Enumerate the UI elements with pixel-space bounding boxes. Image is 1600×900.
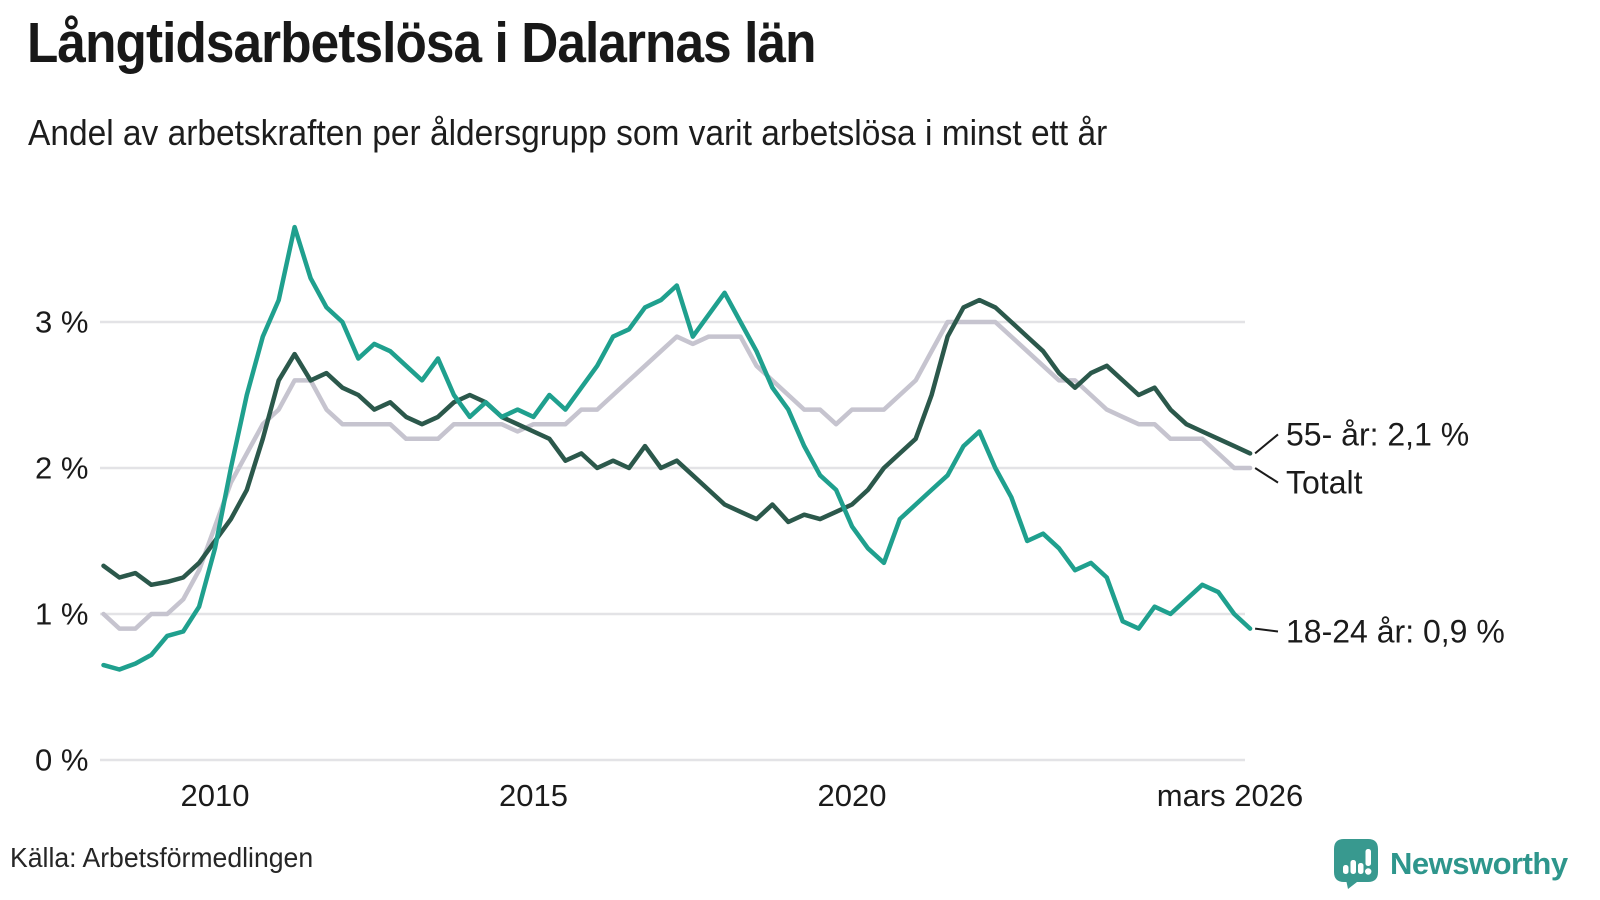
x-tick-label-2020: 2020: [818, 778, 887, 813]
x-tick-label-2015: 2015: [499, 778, 568, 813]
page-title: Långtidsarbetslösa i Dalarnas län: [27, 11, 816, 75]
x-tick-label-mars-2026: mars 2026: [1157, 778, 1303, 813]
y-tick-label-2: 2 %: [35, 451, 88, 486]
series-end-label-18-24-år: 18-24 år: 0,9 %: [1286, 614, 1505, 650]
series-line-totalt: [101, 319, 1253, 631]
x-tick-label-2010: 2010: [181, 778, 250, 813]
y-tick-label-3: 3 %: [35, 305, 88, 340]
series-end-label-55--år: 55- år: 2,1 %: [1286, 416, 1469, 452]
y-tick-label-1: 1 %: [35, 597, 88, 632]
series-end-label-totalt: Totalt: [1286, 465, 1363, 501]
source-note: Källa: Arbetsförmedlingen: [10, 842, 314, 873]
newsworthy-logo-link[interactable]: Newsworthy: [1333, 838, 1568, 890]
annotation-connector-55--år: [1254, 433, 1279, 455]
series-line-55--år: [101, 297, 1253, 588]
newsworthy-wordmark: Newsworthy: [1390, 846, 1568, 881]
page-subtitle: Andel av arbetskraften per åldersgrupp s…: [28, 112, 1108, 153]
y-tick-label-0: 0 %: [35, 743, 88, 778]
newsworthy-icon: [1334, 839, 1378, 889]
annotation-connector-totalt: [1254, 467, 1279, 484]
series-line-18-24-år: [101, 224, 1253, 672]
annotation-connector-18-24-år: [1254, 627, 1279, 633]
